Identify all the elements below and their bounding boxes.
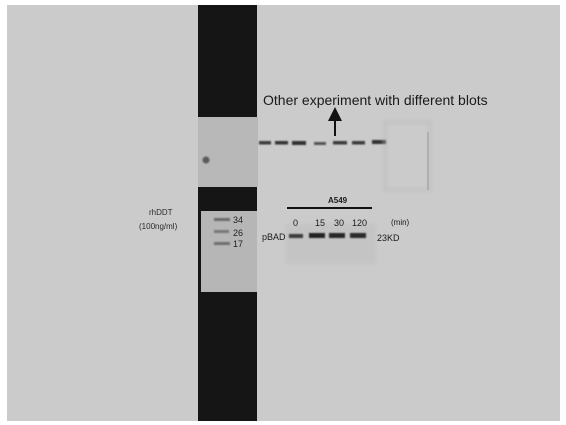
molecular-weight-label: 23KD	[377, 233, 400, 243]
treatment-concentration: (100ng/ml)	[139, 222, 178, 231]
upper-band	[352, 141, 365, 145]
pbad-band-15	[309, 233, 325, 238]
cell-line-label: A549	[328, 196, 348, 205]
pbad-bands	[289, 233, 366, 238]
timepoint-label: 120	[352, 218, 368, 228]
ladder-membrane-piece	[201, 211, 257, 292]
upper-blot-bands	[259, 140, 386, 145]
upper-band	[292, 141, 306, 145]
membrane-edge-faint	[384, 121, 431, 191]
film-area	[7, 5, 560, 421]
ladder-band-26	[214, 230, 229, 233]
pbad-band-120	[350, 233, 366, 238]
protein-label: pBAD	[262, 232, 286, 242]
lower-membrane-faint	[286, 224, 376, 264]
upper-band	[259, 141, 271, 145]
upper-band	[275, 141, 288, 145]
timepoint-label: 0	[293, 218, 299, 228]
ladder-mark-26: 26	[233, 228, 244, 238]
ladder-mark-34: 34	[233, 215, 244, 225]
pbad-band-0	[289, 234, 303, 238]
upper-band	[372, 140, 386, 144]
pbad-band-30	[329, 233, 345, 238]
timepoint-label: 15	[315, 218, 326, 228]
ladder-band-17	[214, 242, 230, 245]
timepoint-label: 30	[334, 218, 345, 228]
ladder-mark-17: 17	[233, 239, 244, 249]
treatment-label: rhDDT	[149, 208, 173, 217]
annotation-text: Other experiment with different blots	[263, 92, 488, 108]
annotation-arrow-head	[328, 107, 342, 121]
upper-membrane-piece	[198, 117, 258, 187]
upper-band	[314, 142, 326, 145]
ladder-band-34	[214, 218, 230, 221]
time-unit-label: (min)	[391, 218, 410, 227]
upper-band	[333, 141, 347, 145]
membrane-spot	[202, 156, 210, 164]
